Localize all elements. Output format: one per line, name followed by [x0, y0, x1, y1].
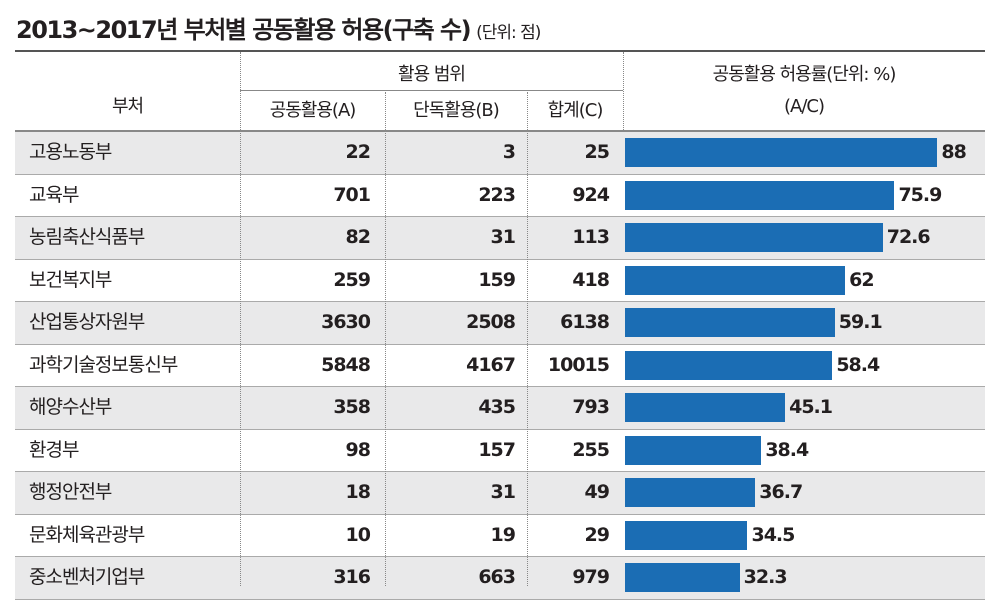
value-b: 157 [478, 438, 516, 461]
value-a: 98 [345, 438, 371, 461]
value-c: 49 [584, 481, 610, 503]
value-a: 82 [345, 226, 371, 248]
value-a: 316 [333, 566, 371, 588]
title-text: 2013~2017년 부처별 공동활용 허용(구축 수) [16, 16, 472, 44]
rate-label: 59.1 [838, 311, 883, 333]
value-a: 22 [345, 141, 371, 163]
value-c: 924 [572, 183, 610, 206]
rate-bar [625, 435, 762, 465]
rate-label: 32.3 [743, 566, 788, 588]
table-row: 해양수산부 358 435 793 45.1 [15, 387, 985, 430]
rate-label: 62 [849, 268, 874, 291]
value-a: 10 [345, 523, 371, 546]
rate-label: 75.9 [898, 183, 942, 206]
rate-bar [625, 393, 786, 422]
table-row: 고용노동부 22 3 25 88 [15, 132, 985, 175]
value-a: 5848 [321, 353, 371, 376]
rate-label: 36.7 [759, 481, 803, 503]
rate-bar [625, 478, 756, 507]
value-a: 358 [333, 396, 371, 418]
rate-bar [625, 563, 740, 592]
rate-label: 88 [941, 141, 966, 163]
chart-title: 2013~2017년 부처별 공동활용 허용(구축 수) (단위: 점) [16, 10, 541, 45]
value-a: 3630 [321, 311, 371, 333]
dept-name: 해양수산부 [29, 396, 112, 418]
table-header: 부처 활용 범위 공동활용(A) 단독활용(B) 합계(C) 공동활용 허용률(… [15, 52, 985, 132]
value-c: 793 [572, 396, 610, 418]
value-c: 29 [584, 523, 610, 546]
table-row: 교육부 701 223 924 75.9 [15, 175, 985, 217]
value-b: 31 [490, 481, 516, 503]
rate-bar [625, 308, 835, 337]
rate-label: 34.5 [751, 523, 795, 546]
rate-label: 72.6 [886, 226, 931, 248]
header-b: 단독활용(B) [413, 100, 500, 121]
table-row: 농림축산식품부 82 31 113 72.6 [15, 217, 985, 260]
value-b: 19 [490, 523, 516, 546]
rate-bar [625, 350, 833, 380]
value-b: 3 [502, 141, 516, 163]
dept-name: 산업통상자원부 [29, 311, 145, 333]
header-rate: 공동활용 허용률(단위: %) [712, 64, 897, 85]
dept-name: 농림축산식품부 [29, 226, 145, 248]
value-b: 663 [478, 566, 516, 588]
header-group: 활용 범위 [398, 64, 466, 85]
value-b: 2508 [466, 311, 516, 333]
value-c: 979 [572, 566, 610, 588]
value-c: 113 [572, 226, 610, 248]
table-row: 보건복지부 259 159 418 62 [15, 260, 985, 302]
value-c: 10015 [547, 353, 610, 376]
dept-name: 문화체육관광부 [29, 523, 145, 546]
value-c: 6138 [560, 311, 610, 333]
rate-bar [625, 180, 895, 210]
header-c: 합계(C) [547, 100, 604, 121]
rate-label: 45.1 [789, 396, 833, 418]
dept-name: 행정안전부 [29, 481, 112, 503]
dept-name: 고용노동부 [29, 141, 112, 163]
value-c: 255 [572, 438, 610, 461]
value-b: 159 [478, 268, 516, 291]
rate-bar [625, 520, 748, 550]
table-row: 문화체육관광부 10 19 29 34.5 [15, 515, 985, 557]
dept-name: 과학기술정보통신부 [29, 353, 178, 376]
value-b: 223 [478, 183, 516, 206]
dept-name: 환경부 [29, 438, 79, 461]
header-rate-sub: (A/C) [784, 96, 825, 117]
table-row: 환경부 98 157 255 38.4 [15, 430, 985, 472]
rate-bar [625, 138, 938, 167]
table-row: 중소벤처기업부 316 663 979 32.3 [15, 557, 985, 600]
title-unit: (단위: 점) [476, 23, 541, 43]
table-row: 과학기술정보통신부 5848 4167 10015 58.4 [15, 345, 985, 387]
table-row: 산업통상자원부 3630 2508 6138 59.1 [15, 302, 985, 345]
rate-label: 38.4 [765, 438, 809, 461]
value-a: 18 [345, 481, 371, 503]
dept-name: 중소벤처기업부 [29, 566, 145, 588]
value-a: 259 [333, 268, 371, 291]
value-c: 25 [584, 141, 610, 163]
value-b: 435 [478, 396, 516, 418]
dept-name: 보건복지부 [29, 268, 112, 291]
header-group-divider [240, 90, 623, 91]
value-b: 4167 [466, 353, 516, 376]
header-dept: 부처 [111, 96, 144, 117]
table-row: 행정안전부 18 31 49 36.7 [15, 472, 985, 515]
dept-name: 교육부 [29, 183, 79, 206]
value-b: 31 [490, 226, 516, 248]
rate-bar [625, 265, 846, 295]
value-c: 418 [572, 268, 610, 291]
data-table: 부처 활용 범위 공동활용(A) 단독활용(B) 합계(C) 공동활용 허용률(… [15, 50, 985, 600]
rate-bar [625, 223, 883, 252]
value-a: 701 [333, 183, 371, 206]
header-a: 공동활용(A) [269, 100, 357, 121]
rate-label: 58.4 [836, 353, 880, 376]
table-body: 고용노동부 22 3 25 88 교육부 701 223 924 75.9 농림축산식품부 82 31 1… [15, 132, 985, 600]
